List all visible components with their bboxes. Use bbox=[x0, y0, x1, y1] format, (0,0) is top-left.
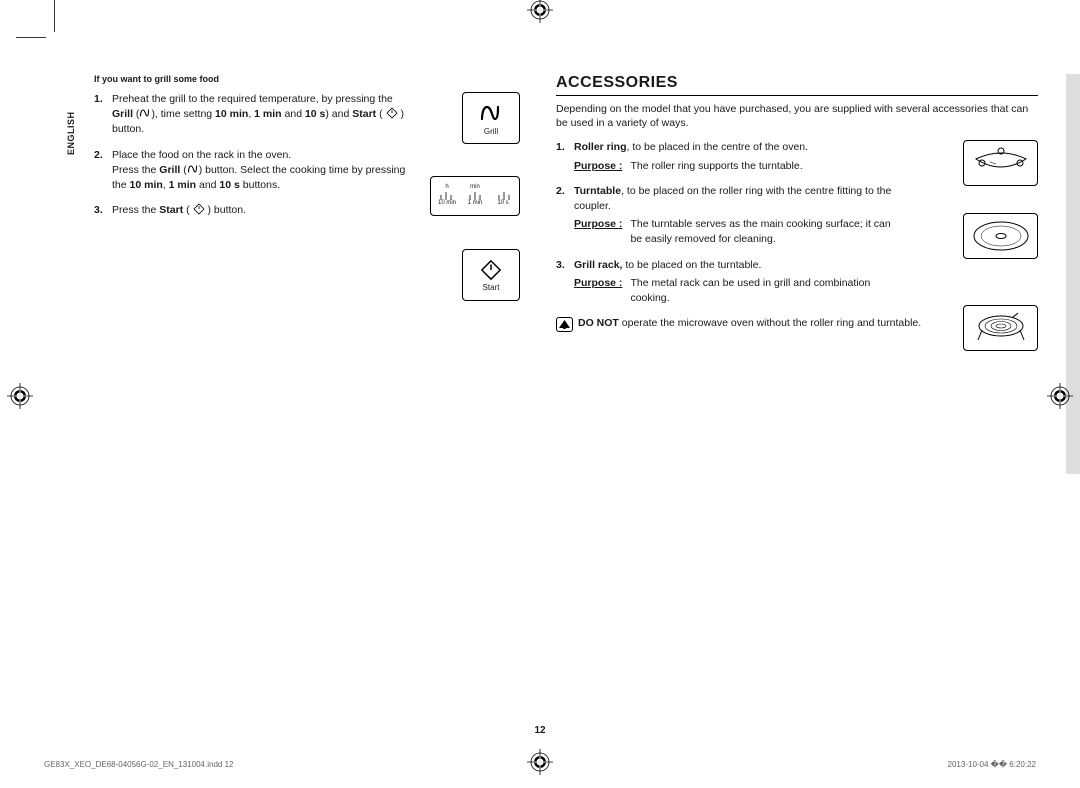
accessory-illo-turntable bbox=[963, 213, 1038, 259]
warning-text: DO NOT operate the microwave oven withou… bbox=[578, 316, 921, 332]
illo-label-grill: Grill bbox=[484, 127, 498, 136]
crop-mark-v bbox=[54, 0, 55, 32]
footer-timestamp: 2013-10-04 �� 6:20:22 bbox=[948, 760, 1036, 769]
grill-step: 2.Place the food on the rack in the oven… bbox=[94, 148, 412, 194]
caution-icon bbox=[556, 317, 573, 332]
accessories-intro: Depending on the model that you have pur… bbox=[556, 102, 1038, 130]
crop-mark-h bbox=[16, 37, 46, 38]
accessory-illo-rack bbox=[963, 305, 1038, 351]
footer-file: GE83X_XEO_DE68-04056G-02_EN_131004.indd … bbox=[44, 760, 233, 769]
col-grill-instructions: If you want to grill some food 1.Preheat… bbox=[94, 74, 520, 332]
illo-time-panel: hmin 10 min1 min10 s bbox=[430, 176, 520, 216]
section-title-accessories: ACCESSORIES bbox=[556, 74, 1038, 96]
tick-bottom-row: 10 min1 min10 s bbox=[431, 200, 519, 208]
illo-grill-button: Grill bbox=[462, 92, 520, 144]
accessory-item: 1.Roller ring, to be placed in the centr… bbox=[556, 140, 894, 173]
language-tab: ENGLISH bbox=[66, 111, 76, 155]
reg-mark-top bbox=[527, 0, 553, 23]
reg-mark-right bbox=[1047, 383, 1073, 409]
warn-bold: DO NOT bbox=[578, 317, 619, 329]
warn-rest: operate the microwave oven without the r… bbox=[619, 317, 921, 329]
accessory-item: 3.Grill rack, to be placed on the turnta… bbox=[556, 258, 894, 307]
footer: GE83X_XEO_DE68-04056G-02_EN_131004.indd … bbox=[44, 760, 1036, 769]
start-icon bbox=[480, 259, 502, 281]
grill-step: 3.Press the Start ( ) button. bbox=[94, 203, 412, 218]
section-title-grill: If you want to grill some food bbox=[94, 74, 520, 84]
accessory-illo-roller bbox=[963, 140, 1038, 186]
page-number: 12 bbox=[0, 725, 1080, 736]
grill-step: 1.Preheat the grill to the required temp… bbox=[94, 92, 412, 138]
grill-icon bbox=[479, 101, 503, 125]
accessory-item: 2.Turntable, to be placed on the roller … bbox=[556, 184, 894, 248]
edge-tab bbox=[1066, 74, 1080, 474]
illo-label-start: Start bbox=[483, 283, 500, 292]
content-columns: If you want to grill some food 1.Preheat… bbox=[94, 74, 1038, 332]
manual-page: ENGLISH If bbox=[0, 0, 1080, 788]
reg-mark-left bbox=[7, 383, 33, 409]
tick-marks-icon bbox=[434, 192, 516, 200]
tick-top-row: hmin bbox=[431, 184, 519, 192]
col-accessories: ACCESSORIES Depending on the model that … bbox=[556, 74, 1038, 332]
illo-start-button: Start bbox=[462, 249, 520, 301]
